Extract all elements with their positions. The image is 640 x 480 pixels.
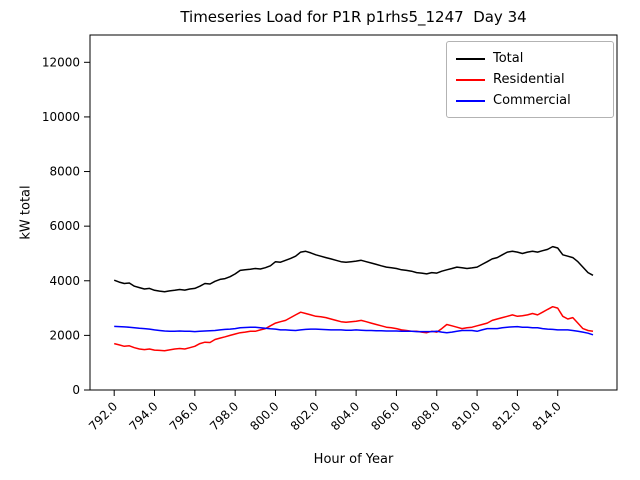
legend-line-total — [456, 57, 485, 60]
legend-label-total: Total — [493, 51, 524, 66]
x-tick-label: 796.0 — [167, 399, 201, 433]
line-residential — [114, 305, 594, 352]
series-lines — [113, 245, 594, 352]
x-tick-label: 814.0 — [530, 399, 564, 433]
legend-line-commercial — [456, 99, 485, 102]
legend-item-commercial: Commercial — [456, 90, 604, 111]
chart-title: Timeseries Load for P1R p1rhs5_1247 Day … — [180, 8, 527, 26]
x-tick-label: 808.0 — [409, 399, 443, 433]
legend-label-residential: Residential — [493, 72, 565, 87]
x-tick-label: 794.0 — [126, 399, 160, 433]
legend: Total Residential Commercial — [446, 41, 614, 118]
y-axis-ticks: 0 2000 4000 6000 8000 10000 12000 — [42, 55, 90, 397]
axes-border — [89, 34, 618, 391]
x-tick-label: 806.0 — [368, 399, 402, 433]
y-tick-label: 8000 — [49, 165, 80, 179]
y-tick-label: 4000 — [49, 274, 80, 288]
y-tick-label: 0 — [72, 383, 80, 397]
legend-line-residential — [456, 78, 485, 81]
x-tick-label: 802.0 — [288, 399, 322, 433]
x-tick-label: 798.0 — [207, 399, 241, 433]
y-tick-label: 12000 — [42, 55, 80, 69]
x-axis-label: Hour of Year — [313, 452, 394, 467]
x-tick-label: 792.0 — [86, 399, 120, 433]
x-tick-label: 812.0 — [489, 399, 523, 433]
y-tick-label: 10000 — [42, 110, 80, 124]
legend-label-commercial: Commercial — [493, 93, 571, 108]
x-tick-label: 804.0 — [328, 399, 362, 433]
line-total — [113, 245, 594, 293]
y-tick-label: 2000 — [49, 328, 80, 342]
y-tick-label: 6000 — [49, 219, 80, 233]
legend-item-residential: Residential — [456, 69, 604, 90]
legend-item-total: Total — [456, 48, 604, 69]
line-commercial — [114, 325, 594, 336]
x-axis-ticks: 792.0 794.0 796.0 798.0 800.0 802.0 804.0 806.0… — [86, 390, 564, 433]
x-tick-label: 800.0 — [247, 399, 281, 433]
x-tick-label: 810.0 — [449, 399, 483, 433]
